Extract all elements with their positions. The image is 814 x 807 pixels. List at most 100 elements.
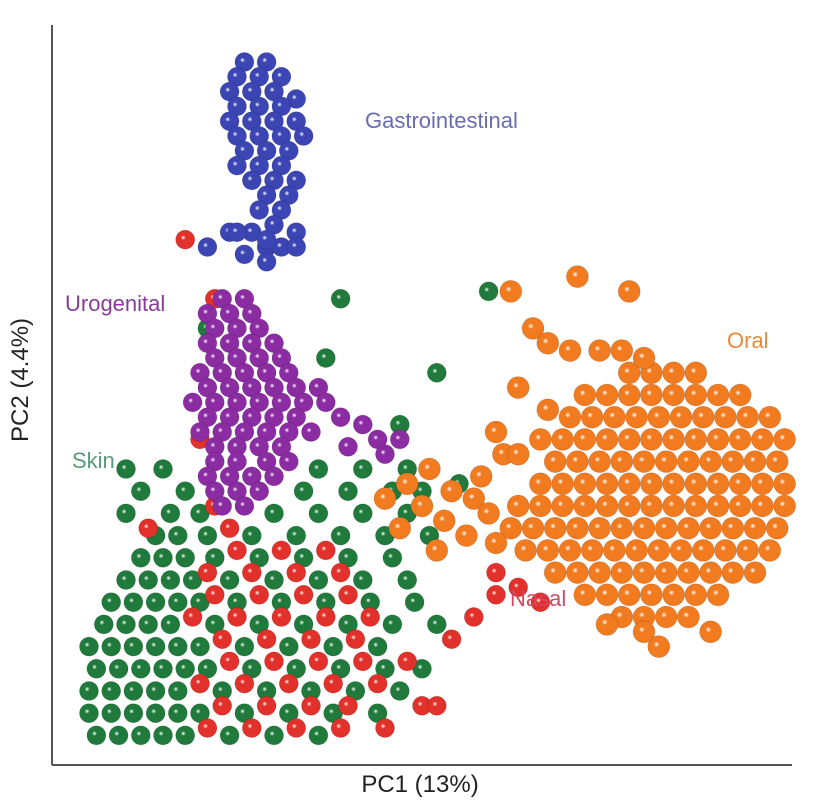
point-skin [145, 592, 166, 613]
point-oral [573, 583, 597, 607]
oral-label: Oral [727, 328, 769, 353]
point-oral [684, 472, 708, 496]
point-nasal [293, 584, 314, 605]
point-skin [108, 658, 129, 679]
point-oral [521, 516, 545, 540]
point-skin [130, 658, 151, 679]
point-oral [706, 383, 730, 407]
point-oral [566, 450, 589, 474]
point-oral [610, 561, 634, 584]
point-oral [632, 346, 656, 370]
series-gastrointestinal [197, 52, 314, 272]
point-nasal [367, 673, 388, 694]
points-layer [79, 52, 796, 746]
point-skin [123, 592, 144, 613]
point-nasal [212, 629, 233, 650]
point-oral [469, 464, 493, 488]
point-oral [566, 561, 589, 584]
point-oral [714, 539, 737, 562]
point-oral [662, 427, 685, 451]
point-gastrointestinal [249, 200, 270, 220]
point-oral [654, 561, 678, 584]
point-urogenital [182, 392, 203, 413]
point-skin [175, 547, 196, 568]
point-oral [640, 583, 663, 607]
point-skin [264, 503, 284, 524]
point-nasal [227, 607, 247, 627]
point-oral [595, 613, 619, 636]
point-oral [706, 494, 730, 518]
point-oral [521, 316, 545, 340]
point-oral [684, 583, 708, 607]
point-oral [728, 472, 752, 496]
point-skin [167, 592, 188, 613]
point-oral [728, 494, 752, 518]
point-skin [330, 525, 351, 546]
point-skin [338, 481, 358, 502]
point-oral [699, 561, 722, 584]
point-skin [308, 459, 329, 479]
point-oral [595, 583, 619, 607]
point-skin [101, 681, 122, 701]
point-oral [395, 472, 419, 496]
point-skin [478, 281, 499, 302]
point-nasal [315, 540, 336, 561]
point-oral [506, 442, 530, 466]
point-skin [219, 570, 240, 590]
point-skin [330, 288, 351, 309]
point-skin [108, 725, 129, 746]
point-oral [484, 420, 508, 444]
point-oral [721, 450, 745, 474]
point-oral [558, 405, 582, 429]
point-skin [101, 703, 122, 724]
point-urogenital [330, 407, 351, 428]
gastrointestinal-label: Gastrointestinal [365, 108, 518, 133]
point-skin [116, 459, 136, 479]
point-urogenital [264, 466, 284, 487]
point-nasal [219, 518, 240, 539]
point-oral [706, 472, 730, 496]
point-oral [566, 516, 589, 540]
point-skin [404, 592, 425, 613]
point-urogenital [315, 392, 336, 413]
point-oral [551, 494, 574, 518]
point-oral [610, 450, 634, 474]
point-skin [101, 592, 122, 613]
point-oral [640, 494, 663, 518]
point-nasal [249, 584, 270, 605]
point-nasal [197, 562, 218, 583]
point-gastrointestinal [227, 155, 247, 176]
point-nasal [227, 540, 247, 561]
point-oral [617, 494, 641, 518]
point-urogenital [301, 422, 321, 442]
point-nasal [338, 695, 358, 716]
point-urogenital [389, 429, 410, 450]
point-oral [706, 583, 730, 607]
point-oral [499, 516, 523, 540]
point-skin [389, 681, 410, 701]
x-axis-label: PC1 (13%) [361, 771, 478, 798]
point-oral [743, 561, 767, 584]
point-oral [773, 472, 796, 496]
point-nasal [508, 577, 529, 598]
point-skin [190, 636, 210, 657]
point-oral [743, 516, 767, 540]
point-oral [454, 524, 478, 547]
point-oral [484, 531, 508, 555]
point-nasal [330, 562, 351, 583]
point-oral [751, 472, 774, 496]
point-skin [138, 570, 159, 590]
point-urogenital [278, 451, 299, 472]
point-skin [167, 525, 188, 546]
point-oral [595, 427, 619, 451]
point-oral [662, 383, 685, 407]
point-oral [647, 635, 671, 658]
point-skin [130, 725, 151, 746]
point-oral [543, 516, 567, 540]
point-oral [669, 539, 693, 562]
point-oral [721, 561, 745, 584]
point-oral [691, 539, 715, 562]
point-gastrointestinal [234, 244, 255, 265]
point-skin [175, 481, 196, 502]
